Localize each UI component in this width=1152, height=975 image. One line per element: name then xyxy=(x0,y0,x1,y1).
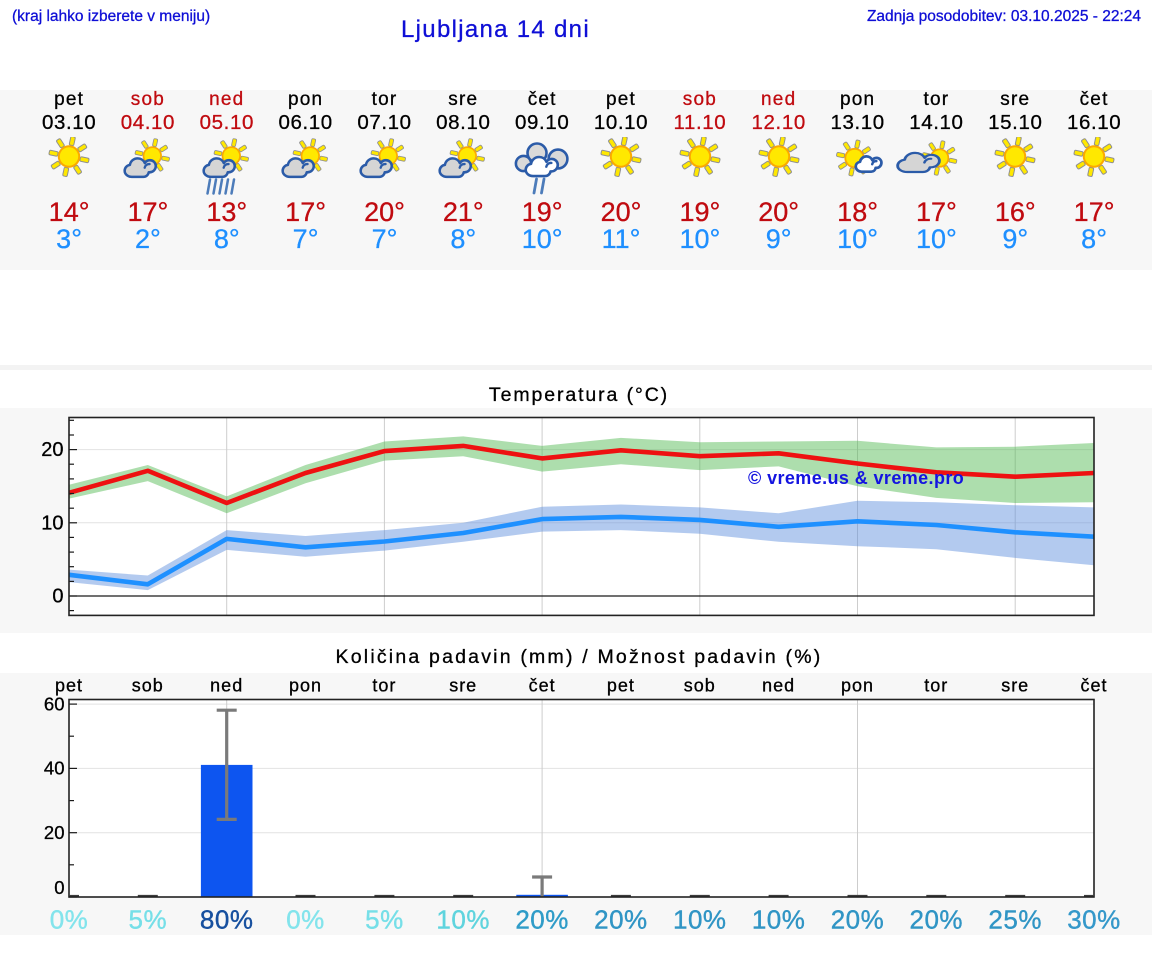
svg-text:ned: ned xyxy=(762,675,795,695)
svg-text:čet: čet xyxy=(1080,675,1107,695)
svg-text:10: 10 xyxy=(41,512,63,534)
svg-text:30%: 30% xyxy=(1067,905,1121,935)
svg-text:10%: 10% xyxy=(436,905,490,935)
svg-text:sob: sob xyxy=(132,675,164,695)
svg-text:20%: 20% xyxy=(515,905,569,935)
svg-text:tor: tor xyxy=(924,675,948,695)
svg-text:0%: 0% xyxy=(50,905,89,935)
svg-text:10%: 10% xyxy=(673,905,727,935)
svg-text:80%: 80% xyxy=(200,905,254,935)
svg-text:pon: pon xyxy=(841,675,874,695)
svg-text:20%: 20% xyxy=(831,905,885,935)
svg-text:pet: pet xyxy=(55,675,83,695)
svg-text:tor: tor xyxy=(372,675,396,695)
svg-text:20: 20 xyxy=(44,822,65,843)
svg-text:čet: čet xyxy=(529,675,556,695)
svg-text:sre: sre xyxy=(449,675,477,695)
svg-text:sob: sob xyxy=(684,675,716,695)
svg-text:20%: 20% xyxy=(594,905,648,935)
svg-text:0: 0 xyxy=(54,877,64,898)
svg-text:ned: ned xyxy=(210,675,243,695)
svg-text:© vreme.us & vreme.pro: © vreme.us & vreme.pro xyxy=(748,468,964,488)
svg-text:sre: sre xyxy=(1001,675,1029,695)
svg-text:0: 0 xyxy=(52,586,63,608)
svg-text:20%: 20% xyxy=(910,905,964,935)
svg-text:40: 40 xyxy=(44,758,65,779)
svg-text:60: 60 xyxy=(44,693,65,714)
svg-text:20: 20 xyxy=(41,439,63,461)
svg-text:pon: pon xyxy=(289,675,322,695)
svg-text:25%: 25% xyxy=(988,905,1042,935)
svg-text:5%: 5% xyxy=(365,905,404,935)
svg-text:5%: 5% xyxy=(129,905,168,935)
svg-text:pet: pet xyxy=(607,675,635,695)
svg-text:10%: 10% xyxy=(752,905,806,935)
svg-text:0%: 0% xyxy=(286,905,325,935)
